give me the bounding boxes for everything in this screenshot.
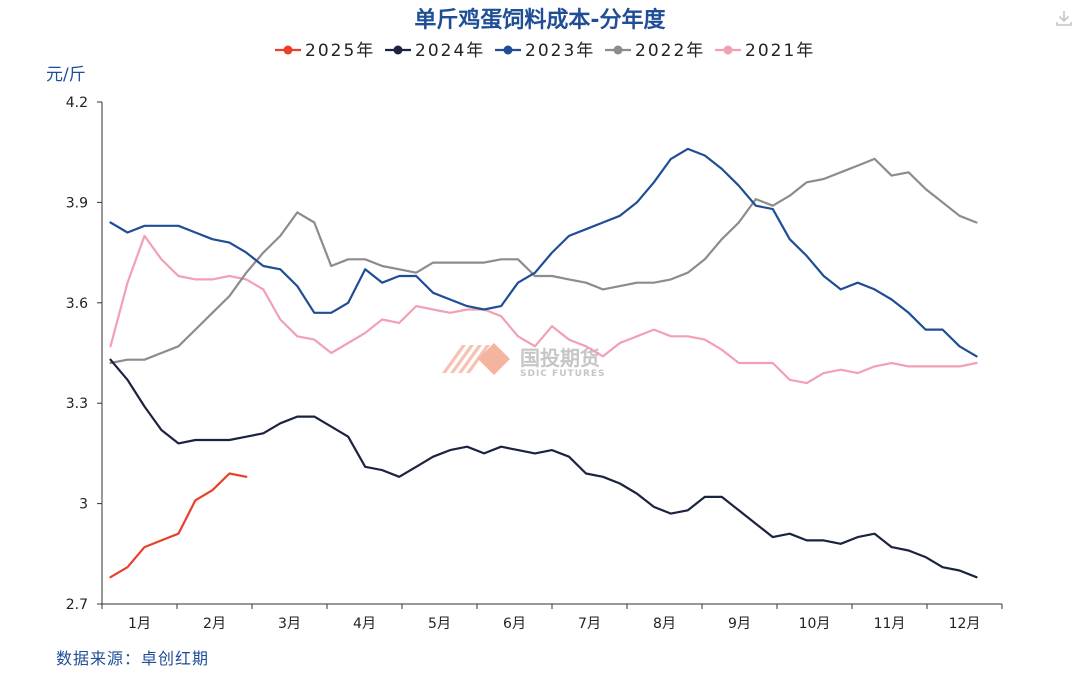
series-line-2024年 <box>109 358 978 579</box>
legend-label: 2024年 <box>415 41 485 61</box>
legend-label: 2025年 <box>305 41 375 61</box>
y-tick-label: 3.6 <box>66 296 88 312</box>
x-tick-label: 10月 <box>799 616 831 632</box>
watermark-cn: 国投期货 <box>520 346 600 370</box>
series-line-2021年 <box>109 234 978 385</box>
x-tick-label: 1月 <box>128 616 151 632</box>
x-tick-label: 7月 <box>578 616 601 632</box>
x-tick-label: 11月 <box>874 616 906 632</box>
download-icon[interactable] <box>1054 8 1074 28</box>
x-tick-label: 6月 <box>503 616 526 632</box>
legend-marker <box>723 45 733 55</box>
legend-marker <box>613 45 623 55</box>
x-tick-label: 12月 <box>949 616 981 632</box>
y-tick-label: 4.2 <box>66 95 88 111</box>
y-axis-label: 元/斤 <box>46 65 86 85</box>
legend-marker <box>283 45 293 55</box>
chart-title: 单斤鸡蛋饲料成本-分年度 <box>414 7 666 33</box>
source-label: 数据来源：卓创红期 <box>56 649 209 668</box>
x-tick-label: 4月 <box>353 616 376 632</box>
legend-marker <box>503 45 513 55</box>
y-tick-label: 3 <box>79 497 88 513</box>
legend-label: 2021年 <box>745 41 815 61</box>
legend-marker <box>393 45 403 55</box>
x-tick-label: 2月 <box>203 616 226 632</box>
watermark: 国投期货 SDIC FUTURES <box>442 343 606 379</box>
y-tick-label: 3.9 <box>66 195 88 211</box>
y-tick-label: 3.3 <box>66 396 88 412</box>
legend-label: 2022年 <box>635 41 705 61</box>
x-tick-label: 3月 <box>278 616 301 632</box>
x-tick-label: 5月 <box>428 616 451 632</box>
legend: 2025年 2024年 2023年 2022年 2021年 <box>275 41 815 61</box>
series-layer <box>109 147 978 579</box>
y-tick-label: 2.7 <box>66 597 88 613</box>
axes: 4.2 3.9 3.6 3.3 3 2.7 1月 2月 3月 4月 5月 6月 7月 8月 9月 10月 11月… <box>66 95 1003 632</box>
series-line-2025年 <box>109 472 248 579</box>
watermark-logo-icon <box>442 343 510 375</box>
series-line-2023年 <box>109 147 978 358</box>
x-tick-label: 8月 <box>653 616 676 632</box>
watermark-en: SDIC FUTURES <box>520 369 606 379</box>
legend-label: 2023年 <box>525 41 595 61</box>
x-tick-label: 9月 <box>728 616 751 632</box>
series-line-2022年 <box>109 157 978 365</box>
